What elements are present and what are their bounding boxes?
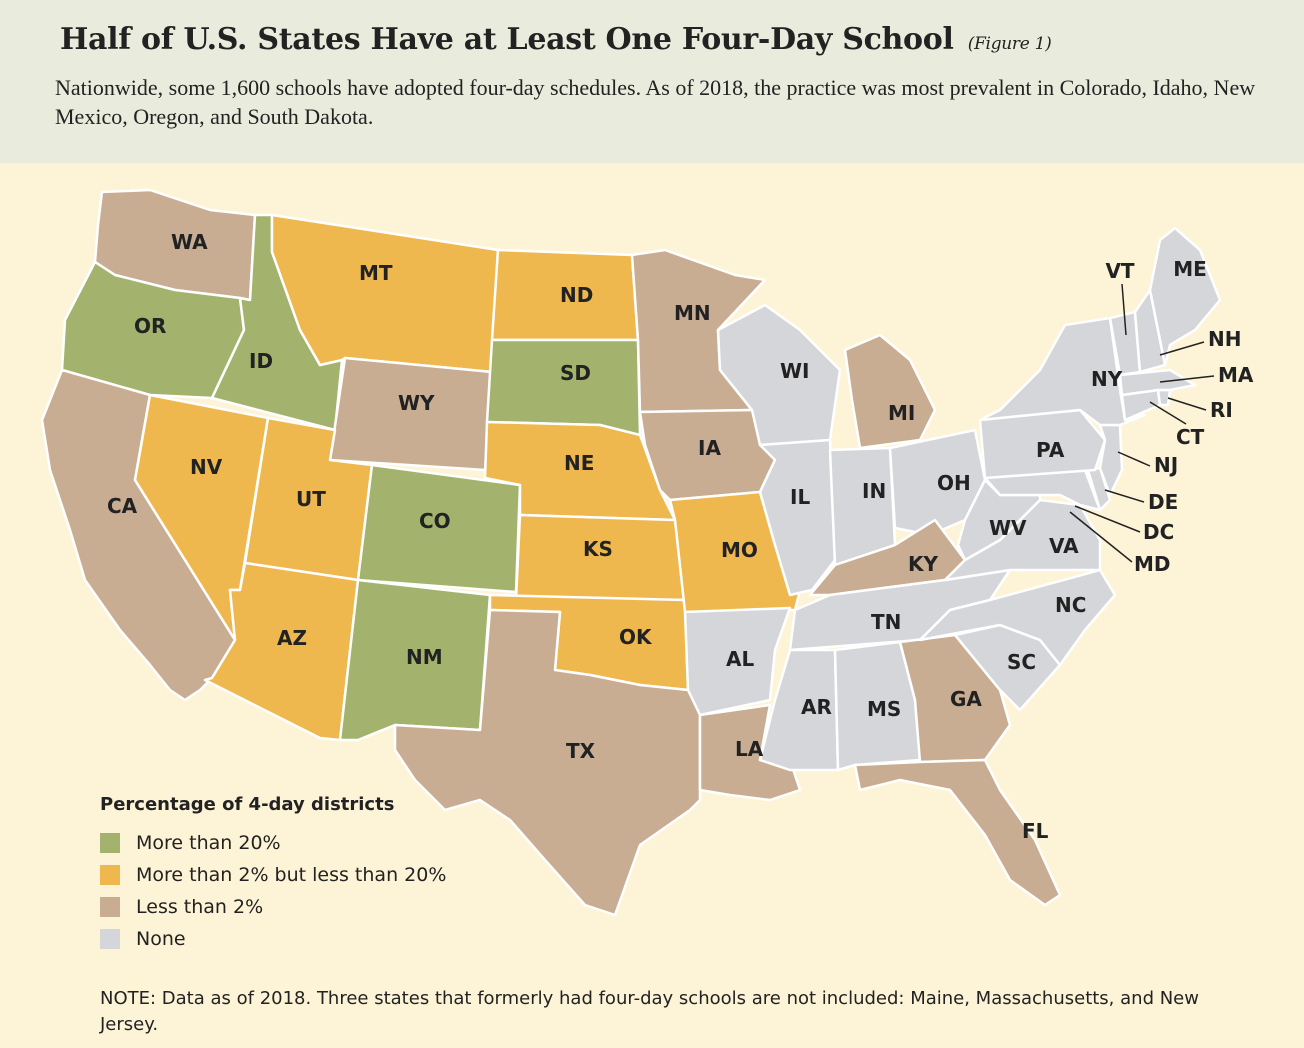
state-LA <box>698 703 802 802</box>
title-text: Half of U.S. States Have at Least One Fo… <box>60 22 954 57</box>
label-MT: MT <box>359 261 393 285</box>
state-NC <box>918 568 1117 667</box>
label-OK: OK <box>619 625 653 649</box>
state-NY <box>978 316 1147 427</box>
figure-subtitle: Nationwide, some 1,600 schools have adop… <box>55 75 1256 129</box>
label-SC: SC <box>1007 650 1036 674</box>
legend-title: Percentage of 4-day districts <box>100 794 395 815</box>
label-MS: AR <box>801 695 832 719</box>
legend-swatch-tan <box>100 897 120 917</box>
leader-MD <box>1069 511 1133 563</box>
label-MN: MN <box>674 301 711 325</box>
legend-swatch-green <box>100 833 120 853</box>
label-UT: UT <box>296 487 326 511</box>
label-WY: WY <box>398 391 435 415</box>
footnote: NOTE: Data as of 2018. Three states that… <box>100 988 1199 1035</box>
label-NE: NE <box>564 451 594 475</box>
leader-lines <box>1069 283 1215 563</box>
label-WI: WI <box>780 359 810 383</box>
label-NM: NM <box>406 645 443 669</box>
state-TX <box>393 608 702 917</box>
header-band: Half of U.S. States Have at Least One Fo… <box>0 0 1304 163</box>
label-OR: OR <box>134 314 166 338</box>
label-WV: WV <box>989 516 1027 540</box>
label-PA: PA <box>1036 438 1065 462</box>
legend-item-more-than-20: More than 20% <box>100 827 446 859</box>
label-CA: CA <box>107 494 138 518</box>
label-TX: TX <box>566 739 596 763</box>
label-NV: NV <box>190 455 223 479</box>
label-AR: AL <box>726 647 754 671</box>
legend-item-2-to-20: More than 2% but less than 20% <box>100 859 446 891</box>
label-VT: VT <box>1105 259 1134 283</box>
label-MA: MA <box>1218 363 1254 387</box>
legend-label: None <box>136 928 186 950</box>
label-KY: KY <box>908 552 938 576</box>
label-MO: MO <box>721 538 758 562</box>
label-NH: NH <box>1208 327 1241 351</box>
label-IA: IA <box>698 436 721 460</box>
label-NJ: NJ <box>1154 453 1178 477</box>
label-RI: RI <box>1210 398 1233 422</box>
leader-DE <box>1104 489 1145 503</box>
label-CO: CO <box>419 509 451 533</box>
leader-CT <box>1149 401 1187 425</box>
leader-RI <box>1167 397 1207 411</box>
legend-item-none: None <box>100 923 446 955</box>
figure-label: (Figure 1) <box>967 34 1052 54</box>
label-SD: SD <box>560 361 591 385</box>
leader-VT <box>1121 283 1127 336</box>
legend: Percentage of 4-day districts More than … <box>100 794 446 955</box>
label-WA: WA <box>171 230 208 254</box>
label-IL: IL <box>790 485 810 509</box>
leader-MA <box>1159 375 1215 383</box>
label-DE: DE <box>1148 490 1178 514</box>
label-AZ: AZ <box>277 626 307 650</box>
label-ME: ME <box>1173 257 1207 281</box>
leader-NH <box>1159 341 1205 356</box>
label-AL: MS <box>867 697 901 721</box>
state-MA <box>1118 368 1197 397</box>
label-ID: ID <box>249 349 273 373</box>
label-MI: MI <box>888 401 915 425</box>
state-SD <box>485 338 642 437</box>
label-ND: ND <box>560 283 593 307</box>
label-OH: OH <box>937 471 971 495</box>
state-AR <box>683 606 792 717</box>
label-NC: NC <box>1055 593 1086 617</box>
leader-DC <box>1074 505 1141 533</box>
legend-swatch-orange <box>100 865 120 885</box>
label-DC: DC <box>1143 520 1174 544</box>
label-VA: VA <box>1049 534 1079 558</box>
label-TN: TN <box>871 610 901 634</box>
label-IN: IN <box>862 479 886 503</box>
state-MI <box>843 333 937 450</box>
label-NY: NY <box>1091 367 1123 391</box>
leader-NJ <box>1117 451 1151 467</box>
legend-label: More than 20% <box>136 832 281 854</box>
state-MD <box>983 468 1102 512</box>
label-GA: GA <box>950 687 982 711</box>
legend-label: Less than 2% <box>136 896 264 918</box>
state-ME <box>1148 226 1222 367</box>
figure-title: Half of U.S. States Have at Least One Fo… <box>60 22 1052 57</box>
us-map: WA OR CA ID NV MT WY UT AZ CO NM ND SD N… <box>40 188 1254 917</box>
state-labels: WA OR CA ID NV MT WY UT AZ CO NM ND SD N… <box>107 230 1254 843</box>
legend-label: More than 2% but less than 20% <box>136 864 447 886</box>
label-MD: MD <box>1134 552 1171 576</box>
legend-item-less-than-2: Less than 2% <box>100 891 446 923</box>
label-LA: LA <box>735 737 764 761</box>
legend-swatch-gray <box>100 929 120 949</box>
state-FL <box>853 758 1062 907</box>
label-KS: KS <box>583 537 613 561</box>
label-CT: CT <box>1176 425 1205 449</box>
label-FL: FL <box>1022 819 1049 843</box>
